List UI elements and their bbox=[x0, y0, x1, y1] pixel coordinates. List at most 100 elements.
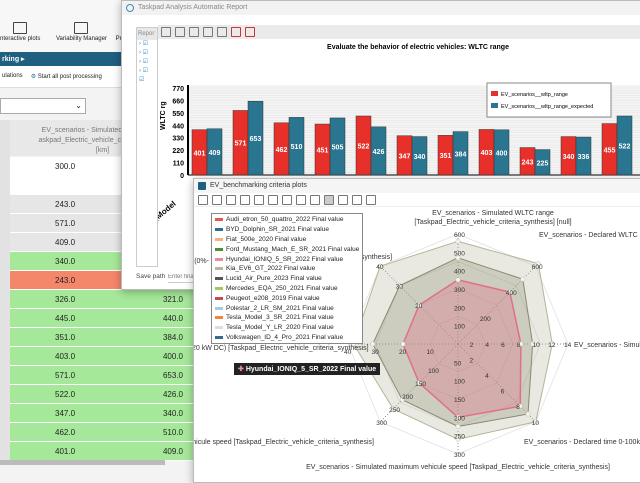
legend-swatch-icon bbox=[215, 277, 223, 281]
legend-label: EV_scenarios__wltp_range bbox=[501, 92, 568, 98]
report-title-bar: Taskpad Analysis Automatic Report bbox=[122, 1, 640, 15]
radar-legend: Audi_etron_50_quattro_2022 Final value BY… bbox=[211, 213, 364, 345]
legend-item[interactable]: BYD_Dolphin_SR_2021 Final value bbox=[215, 225, 359, 235]
table-row[interactable]: 347.0 340.0 bbox=[10, 404, 193, 423]
zoom-in-icon[interactable] bbox=[203, 27, 213, 37]
radar-axis-label-top: EV_scenarios - Simulated WLTC range [Tas… bbox=[414, 210, 572, 226]
tree-item[interactable]: › ☑ bbox=[139, 59, 149, 65]
copy-icon[interactable] bbox=[212, 195, 222, 205]
radar-point bbox=[455, 414, 461, 420]
radar-point bbox=[507, 289, 513, 295]
radar-point bbox=[397, 283, 403, 289]
legend-item[interactable]: Peugeot_e208_2019 Final value bbox=[215, 293, 359, 303]
zoom-in-icon[interactable] bbox=[240, 195, 250, 205]
zoom-icon[interactable] bbox=[189, 27, 199, 37]
table-row[interactable]: 445.0 440.0 bbox=[10, 309, 193, 328]
radar-point bbox=[455, 238, 461, 244]
y-axis-label: WLTC rg bbox=[160, 101, 167, 130]
table-row[interactable]: 351.0 384.0 bbox=[10, 328, 193, 347]
cell-value: 326.0 bbox=[55, 295, 76, 304]
crosshair-icon[interactable] bbox=[245, 27, 255, 37]
radar-point bbox=[517, 403, 523, 409]
radar-tick-label: 6 bbox=[501, 389, 505, 396]
bar-data-label: 426 bbox=[373, 149, 385, 156]
window-title: EV_benchmarking criteria plots bbox=[210, 182, 307, 189]
row-header-column bbox=[0, 120, 10, 460]
select-icon[interactable] bbox=[175, 27, 185, 37]
tree-item[interactable]: ☑ bbox=[139, 77, 145, 83]
table-row[interactable]: 326.0 321.0 bbox=[10, 290, 193, 309]
bar-data-label: 451 bbox=[317, 148, 329, 155]
save-icon[interactable] bbox=[161, 27, 171, 37]
report-tree: Repor › ☑ › ☑ › ☑ › ☑ ☑ bbox=[136, 27, 158, 267]
radar-tick-label: 30 bbox=[396, 284, 404, 291]
tree-item[interactable]: › ☑ bbox=[139, 50, 149, 56]
table-row[interactable]: 403.0 400.0 bbox=[10, 347, 193, 366]
filter-dropdown[interactable]: ⌄ bbox=[0, 98, 86, 114]
export-icon[interactable] bbox=[198, 195, 208, 205]
cell-value: 510.0 bbox=[162, 428, 183, 437]
legend-item[interactable]: Mercedes_EQA_250_2021 Final value bbox=[215, 284, 359, 294]
radar-tick-label: 12 bbox=[548, 342, 556, 349]
table-row[interactable]: 571.0 653.0 bbox=[10, 366, 193, 385]
y-tick-label: 330 bbox=[172, 136, 184, 143]
ribbon-interactive-plots[interactable]: nteractive plots bbox=[0, 22, 40, 42]
cell-value: 321.0 bbox=[162, 295, 183, 304]
camera-icon[interactable] bbox=[352, 195, 362, 205]
legend-item[interactable]: Lucid_Air_Pure_2023 Final value bbox=[215, 274, 359, 284]
series-icon[interactable] bbox=[310, 195, 320, 205]
legend-label: Fiat_500e_2020 Final value bbox=[226, 235, 307, 243]
legend-item[interactable]: Tesla_Model_Y_LR_2020 Final value bbox=[215, 323, 359, 333]
table-row[interactable]: 462.0 510.0 bbox=[10, 423, 193, 442]
legend-swatch-icon bbox=[215, 316, 223, 320]
gear-icon: ⚙ bbox=[30, 74, 37, 80]
horizontal-scrollbar[interactable] bbox=[0, 460, 165, 465]
label: nteractive plots bbox=[0, 36, 41, 42]
bar bbox=[411, 136, 428, 176]
refresh-icon[interactable] bbox=[338, 195, 348, 205]
bar-data-label: 653 bbox=[250, 136, 262, 143]
legend-item[interactable]: Hyundai_IONIQ_5_SR_2022 Final value bbox=[215, 254, 359, 264]
marker-icon[interactable] bbox=[231, 27, 241, 37]
start-post-processing-button[interactable]: ⚙ Start all post processing bbox=[31, 73, 102, 80]
table-row[interactable]: 401.0 409.0 bbox=[10, 442, 193, 461]
layout-icon[interactable] bbox=[296, 195, 306, 205]
cell-value: 400.0 bbox=[162, 352, 183, 361]
cell-value: 340.0 bbox=[55, 257, 76, 266]
move-icon[interactable] bbox=[282, 195, 292, 205]
info-icon[interactable] bbox=[324, 195, 334, 205]
legend-label: Hyundai_IONIQ_5_SR_2022 Final value bbox=[226, 255, 344, 263]
zoom-out-icon[interactable] bbox=[217, 27, 227, 37]
cell-value: 401.0 bbox=[55, 447, 76, 456]
radar-tick-label: 600 bbox=[454, 232, 465, 239]
cell-value: 403.0 bbox=[55, 352, 76, 361]
zoom-reset-icon[interactable] bbox=[268, 195, 278, 205]
table-row[interactable]: 522.0 426.0 bbox=[10, 385, 193, 404]
cell-value: 571.0 bbox=[55, 219, 76, 228]
bar-data-label: 225 bbox=[537, 160, 549, 167]
bar-data-label: 403 bbox=[481, 150, 493, 157]
tree-item[interactable]: › ☑ bbox=[139, 68, 149, 74]
legend-item[interactable]: Ford_Mustang_Mach_E_SR_2021 Final value bbox=[215, 244, 359, 254]
bar-data-label: 401 bbox=[194, 150, 206, 157]
ribbon-variability-manager[interactable]: Variability Manager bbox=[56, 22, 107, 42]
legend-item[interactable]: Volkswagen_ID_4_Pro_2021 Final value bbox=[215, 333, 359, 343]
legend-item[interactable]: Tesla_Model_3_SR_2021 Final value bbox=[215, 313, 359, 323]
radar-tick-label: 40 bbox=[344, 349, 352, 356]
select-icon[interactable] bbox=[226, 195, 236, 205]
radar-axis-label: EV_scenarios - Declared WLTC range bbox=[539, 232, 640, 239]
tree-item[interactable]: › ☑ bbox=[139, 41, 149, 47]
legend-item[interactable]: Audi_etron_50_quattro_2022 Final value bbox=[215, 215, 359, 225]
bar-data-label: 455 bbox=[604, 147, 616, 154]
legend-item[interactable]: Fiat_500e_2020 Final value bbox=[215, 235, 359, 245]
radar-tick-label: 250 bbox=[389, 407, 400, 414]
breadcrumb[interactable]: rking ▸ bbox=[0, 52, 125, 66]
radar-tick-label: 400 bbox=[454, 269, 465, 276]
zoom-out-icon[interactable] bbox=[254, 195, 264, 205]
legend-item[interactable]: Kia_EV6_GT_2022 Final value bbox=[215, 264, 359, 274]
legend-item[interactable]: Polestar_2_LR_SM_2021 Final value bbox=[215, 303, 359, 313]
fit-icon[interactable] bbox=[366, 195, 376, 205]
ribbon-projects[interactable]: Proj bbox=[114, 22, 128, 42]
simulations-button[interactable]: ulations bbox=[2, 73, 23, 79]
toolbar: ulations ⚙ Start all post processing bbox=[0, 66, 121, 88]
